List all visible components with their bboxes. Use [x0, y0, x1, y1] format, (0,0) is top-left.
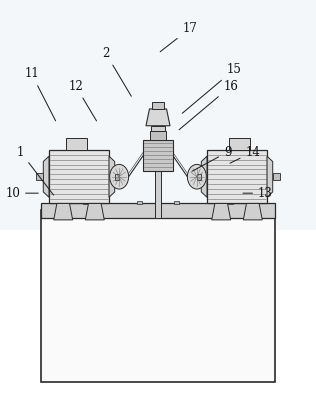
Bar — [36, 173, 43, 180]
Bar — [49, 150, 109, 203]
Text: 13: 13 — [243, 187, 273, 200]
Bar — [247, 201, 252, 204]
Polygon shape — [109, 156, 115, 197]
Bar — [229, 138, 250, 150]
Bar — [150, 131, 166, 140]
Bar — [41, 203, 275, 218]
Polygon shape — [212, 203, 231, 220]
Bar — [197, 174, 201, 180]
Text: 11: 11 — [24, 67, 56, 121]
Bar — [174, 201, 179, 204]
Polygon shape — [54, 203, 73, 220]
Bar — [152, 102, 164, 109]
Bar — [41, 210, 275, 382]
Text: 16: 16 — [179, 80, 238, 130]
Text: 12: 12 — [69, 80, 96, 121]
Text: 1: 1 — [17, 145, 54, 195]
Bar — [0, 0, 316, 230]
Bar — [83, 201, 88, 204]
Bar — [155, 111, 161, 218]
Bar — [137, 201, 142, 204]
Polygon shape — [267, 156, 273, 197]
Polygon shape — [201, 156, 207, 197]
Text: 15: 15 — [182, 63, 241, 113]
Bar — [151, 126, 165, 131]
Polygon shape — [243, 203, 262, 220]
Text: 17: 17 — [160, 22, 197, 52]
Bar — [115, 174, 119, 180]
Bar — [273, 173, 280, 180]
Bar — [228, 201, 233, 204]
Bar — [61, 201, 66, 204]
Text: 14: 14 — [230, 145, 260, 163]
Text: 2: 2 — [102, 47, 131, 96]
Bar — [143, 140, 173, 171]
Polygon shape — [146, 109, 170, 126]
Text: 9: 9 — [192, 145, 231, 171]
Bar — [207, 150, 267, 203]
Circle shape — [110, 164, 129, 189]
Circle shape — [187, 164, 206, 189]
Text: 10: 10 — [5, 187, 38, 200]
Polygon shape — [43, 156, 49, 197]
Bar — [66, 138, 87, 150]
Polygon shape — [85, 203, 104, 220]
